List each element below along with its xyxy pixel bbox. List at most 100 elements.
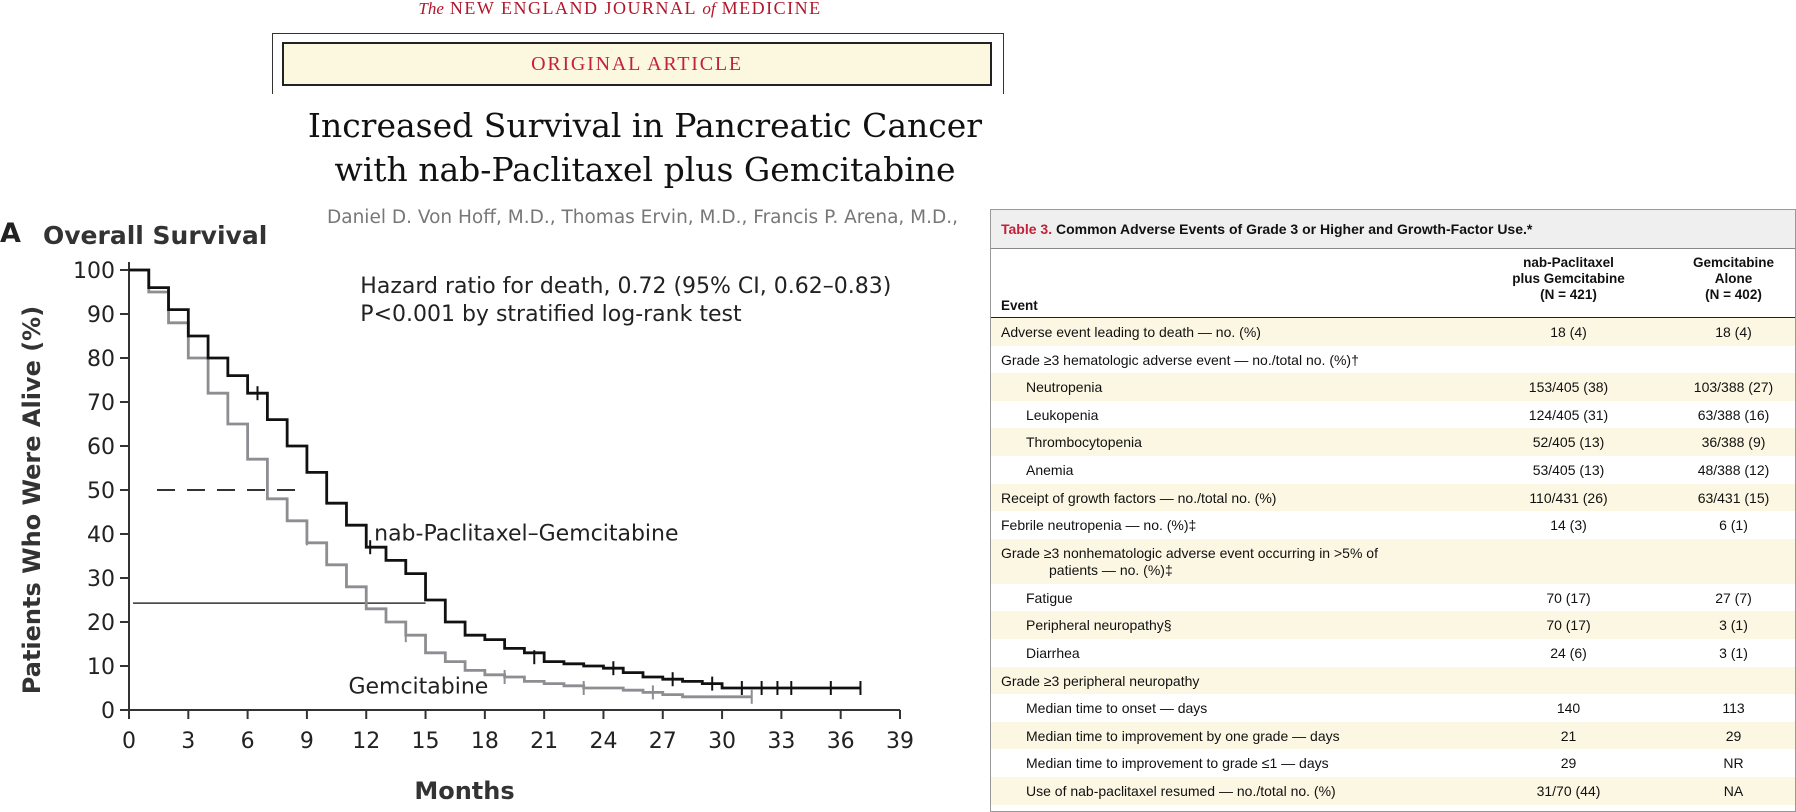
cell-nab-gemcitabine: 70 (17): [1546, 617, 1591, 634]
row-label-text: Grade ≥3 peripheral neuropathy: [1001, 672, 1200, 689]
row-label-continuation: patients — no. (%)‡: [1049, 561, 1173, 578]
y-tick-label: 70: [87, 391, 115, 416]
cell-gemcitabine-alone: 6 (1): [1719, 517, 1748, 534]
cell-nab-gemcitabine: 24 (6): [1550, 644, 1587, 661]
y-tick-label: 90: [87, 303, 115, 328]
row-label: Anemia: [1026, 462, 1456, 479]
row-label: Neutropenia: [1026, 379, 1456, 396]
col-header-nab-line: plus Gemcitabine: [1512, 271, 1625, 286]
table-number: Table 3.: [1001, 221, 1053, 237]
row-label-text: Median time to improvement to grade ≤1 —…: [1026, 755, 1329, 772]
row-label: Median time to onset — days: [1026, 700, 1456, 717]
row-label-text: Neutropenia: [1026, 379, 1103, 396]
x-tick-label: 0: [122, 729, 136, 754]
cell-nab-gemcitabine: 14 (3): [1550, 517, 1587, 534]
table-row: Grade ≥3 nonhematologic adverse event oc…: [991, 538, 1795, 584]
cell-nab-gemcitabine: 53/405 (13): [1532, 461, 1605, 478]
x-tick-label: 9: [300, 729, 314, 754]
row-label-text: Leukopenia: [1026, 406, 1099, 423]
series-label-gemcitabine: Gemcitabine: [348, 674, 488, 699]
col-header-gem-line: Alone: [1714, 271, 1753, 286]
nab-gemcitabine-curve: [129, 268, 861, 690]
row-label-text: Grade ≥3 hematologic adverse event — no.…: [1001, 351, 1359, 368]
hazard-ratio-annotation: P<0.001 by stratified log-rank test: [360, 302, 742, 327]
table-column-header: Event nab-Paclitaxel plus Gemcitabine (N…: [991, 249, 1795, 318]
table-row: Grade ≥3 hematologic adverse event — no.…: [991, 346, 1795, 374]
cell-gemcitabine-alone: 63/388 (16): [1697, 406, 1770, 423]
cell-nab-gemcitabine: 31/70 (44): [1536, 782, 1601, 799]
journal-the: The: [418, 0, 444, 18]
table-row: Median time to improvement to grade ≤1 —…: [991, 749, 1795, 777]
row-label: Febrile neutropenia — no. (%)‡: [1001, 517, 1431, 534]
y-tick-label: 20: [87, 611, 115, 636]
row-label: Adverse event leading to death — no. (%): [1001, 324, 1431, 341]
table-row: Febrile neutropenia — no. (%)‡ 14 (3) 6 (1…: [991, 511, 1795, 539]
author-list: Daniel D. Von Hoff, M.D., Thomas Ervin, …: [327, 207, 959, 228]
table-title: Common Adverse Events of Grade 3 or High…: [1055, 221, 1533, 237]
row-label-text: Anemia: [1026, 461, 1074, 478]
table-caption: Table 3. Common Adverse Events of Grade …: [991, 210, 1795, 249]
y-tick-label: 40: [87, 523, 115, 548]
y-tick-label: 10: [87, 655, 115, 680]
x-tick-label: 18: [471, 729, 499, 754]
y-tick-label: 80: [87, 347, 115, 372]
table-row: Use of nab-paclitaxel resumed — no./tota…: [991, 776, 1795, 805]
title-line-1: Increased Survival in Pancreatic Cancer: [307, 106, 983, 145]
col-header-nab: nab-Paclitaxel plus Gemcitabine (N = 421…: [1491, 255, 1646, 303]
cell-gemcitabine-alone: 3 (1): [1719, 617, 1748, 634]
row-label-text: Diarrhea: [1026, 644, 1080, 661]
row-label-text: Thrombocytopenia: [1026, 434, 1142, 451]
x-tick-label: 21: [530, 729, 558, 754]
cell-gemcitabine-alone: 113: [1722, 700, 1745, 717]
row-label-text: Grade ≥3 nonhematologic adverse event oc…: [1001, 544, 1378, 561]
col-header-nab-line: nab-Paclitaxel: [1523, 255, 1614, 270]
x-tick-label: 27: [649, 729, 677, 754]
cell-gemcitabine-alone: 29: [1725, 727, 1742, 744]
row-label-text: Febrile neutropenia — no. (%)‡: [1001, 517, 1197, 534]
y-axis-label: Patients Who Were Alive (%): [18, 306, 46, 694]
table-row: Leukopenia 124/405 (31) 63/388 (16): [991, 401, 1795, 429]
cell-nab-gemcitabine: 21: [1560, 727, 1577, 744]
table-row: Median time to onset — days 140 113: [991, 694, 1795, 722]
row-label-text: Median time to improvement by one grade …: [1026, 727, 1340, 744]
y-tick-label: 60: [87, 435, 115, 460]
journal-masthead: The NEW ENGLAND JOURNAL of MEDICINE: [240, 0, 1000, 19]
x-tick-label: 33: [767, 729, 795, 754]
cell-gemcitabine-alone: 48/388 (12): [1697, 461, 1770, 478]
row-label: Fatigue: [1026, 590, 1456, 607]
table-row: Fatigue 70 (17) 27 (7): [991, 584, 1795, 612]
row-label: Median time to improvement to grade ≤1 —…: [1026, 755, 1456, 772]
journal-medicine: MEDICINE: [721, 0, 822, 18]
hazard-ratio-annotation: Hazard ratio for death, 0.72 (95% CI, 0.…: [360, 274, 891, 299]
cell-nab-gemcitabine: 18 (4): [1550, 324, 1587, 340]
x-tick-label: 12: [352, 729, 380, 754]
col-header-event: Event: [1001, 298, 1038, 313]
x-tick-label: 3: [181, 729, 195, 754]
cell-gemcitabine-alone: 3 (1): [1719, 644, 1748, 661]
x-axis-label: Months: [414, 777, 514, 805]
table-row: Thrombocytopenia 52/405 (13) 36/388 (9): [991, 428, 1795, 456]
row-label-text: Adverse event leading to death — no. (%): [1001, 324, 1261, 340]
panel-label: A: [0, 218, 21, 249]
journal-name: NEW ENGLAND JOURNAL: [449, 0, 697, 18]
row-label-text: Use of nab-paclitaxel resumed — no./tota…: [1026, 782, 1336, 799]
table-row: Receipt of growth factors — no./total no…: [991, 483, 1795, 512]
series-label-nab-gemcitabine: nab-Paclitaxel–Gemcitabine: [374, 522, 678, 547]
cell-nab-gemcitabine: 29: [1560, 755, 1577, 772]
row-label: Peripheral neuropathy§: [1026, 617, 1456, 634]
table-row: Grade ≥3 peripheral neuropathy: [991, 666, 1795, 695]
cell-nab-gemcitabine: 110/431 (26): [1529, 489, 1608, 506]
row-label: Leukopenia: [1026, 407, 1456, 424]
row-label-text: Receipt of growth factors — no./total no…: [1001, 489, 1277, 506]
x-tick-label: 39: [886, 729, 914, 754]
cell-gemcitabine-alone: 36/388 (9): [1701, 434, 1766, 451]
row-label: Median time to improvement by one grade …: [1026, 728, 1456, 745]
adverse-events-table: Table 3. Common Adverse Events of Grade …: [990, 209, 1796, 812]
row-label: Grade ≥3 nonhematologic adverse event oc…: [1001, 545, 1431, 579]
col-header-gem-line: (N = 402): [1705, 287, 1762, 302]
table-row: Anemia 53/405 (13) 48/388 (12): [991, 456, 1795, 484]
col-header-gem: Gemcitabine Alone (N = 402): [1671, 255, 1796, 303]
cell-gemcitabine-alone: NR: [1723, 755, 1744, 772]
cell-nab-gemcitabine: 52/405 (13): [1532, 434, 1605, 451]
col-header-gem-line: Gemcitabine: [1692, 255, 1775, 270]
